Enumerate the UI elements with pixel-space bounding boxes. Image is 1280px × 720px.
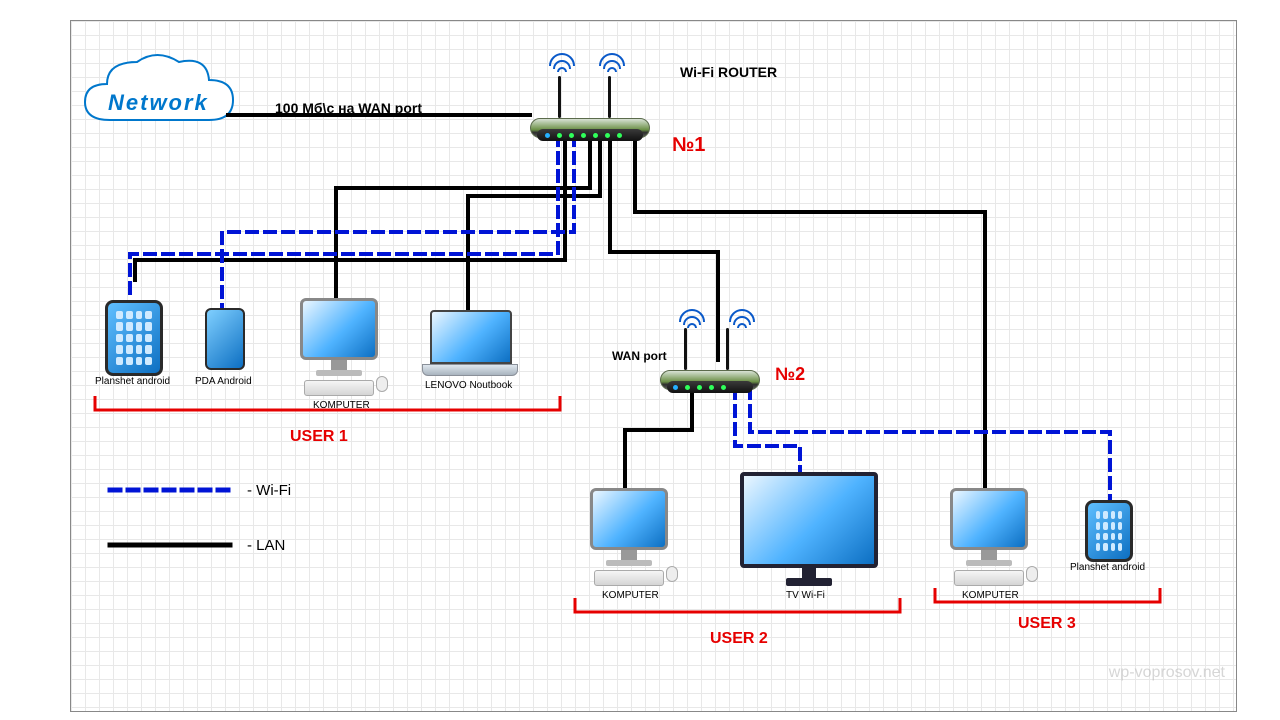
tablet-1 [105,300,163,376]
user2-label: USER 2 [710,630,768,648]
laptop [430,310,508,376]
grid-background [70,20,1237,712]
wan-speed-label: 100 Мб\с на WAN port [275,100,422,116]
pda-label: PDA Android [195,376,252,387]
router-title: Wi-Fi ROUTER [680,64,777,80]
user3-label: USER 3 [1018,615,1076,633]
wan-port-label: WAN port [612,350,667,363]
tv-label: TV Wi-Fi [786,590,825,601]
diagram-canvas: Network 100 Мб\с на WAN port Wi-Fi ROUTE… [0,0,1280,720]
pc-2-label: KOMPUTER [602,590,659,601]
pc-3-label: KOMPUTER [962,590,1019,601]
pc-3 [950,488,1028,586]
pda [205,308,245,370]
watermark: wp-voprosov.net [1109,664,1225,682]
pc-1-label: KOMPUTER [313,400,370,411]
network-cloud-label: Network [108,90,209,116]
tablet-2 [1085,500,1133,562]
legend-wifi-label: - Wi-Fi [247,482,291,499]
router-2 [660,370,760,390]
tablet-1-label: Planshet android [95,376,170,387]
pc-2 [590,488,668,586]
legend-lan-label: - LAN [247,537,285,554]
pc-1 [300,298,378,396]
tv [740,472,878,586]
router-1-tag: №1 [672,134,705,157]
router-1 [530,118,650,138]
user1-label: USER 1 [290,428,348,446]
laptop-label: LENOVO Noutbook [425,380,512,391]
tablet-2-label: Planshet android [1070,562,1145,573]
router-2-tag: №2 [775,364,805,385]
